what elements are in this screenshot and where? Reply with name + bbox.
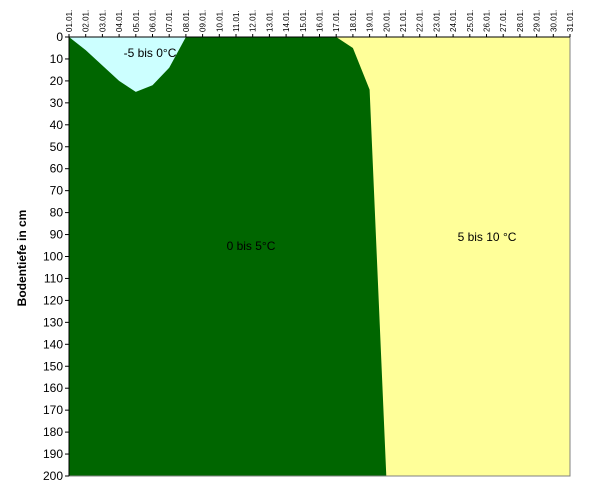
x-tick-label: 07.01. <box>165 10 174 32</box>
x-tick-label: 17.01. <box>332 10 341 32</box>
y-axis-label: Bodentiefe in cm <box>15 210 29 307</box>
x-tick-label: 18.01. <box>349 10 358 32</box>
area <box>69 37 570 476</box>
x-tick-label: 14.01. <box>282 10 291 32</box>
y-tick-label: 30 <box>50 96 64 110</box>
x-tick-label: 16.01. <box>316 10 325 32</box>
x-tick-label: 03.01. <box>98 10 107 32</box>
x-tick-label: 21.01. <box>399 10 408 32</box>
area-label: -5 bis 0°C <box>124 46 177 60</box>
x-tick-label: 30.01. <box>549 10 558 32</box>
x-tick-label: 05.01. <box>132 10 141 32</box>
area-label: 0 bis 5°C <box>227 239 276 253</box>
x-tick-label: 27.01. <box>499 10 508 32</box>
y-tick-label: 50 <box>50 140 64 154</box>
x-tick-label: 26.01. <box>483 10 492 32</box>
x-tick-label: 02.01. <box>82 10 91 32</box>
x-tick-label: 10.01. <box>215 10 224 32</box>
x-tick-label: 15.01. <box>299 10 308 32</box>
x-tick-label: 31.01. <box>566 10 575 32</box>
y-tick-label: 20 <box>50 74 64 88</box>
x-tick-label: 29.01. <box>533 10 542 32</box>
y-tick-label: 180 <box>43 425 63 439</box>
x-tick-label: 13.01. <box>265 10 274 32</box>
area-label: 5 bis 10 °C <box>458 230 517 244</box>
x-tick-label: 22.01. <box>416 10 425 32</box>
y-tick-label: 0 <box>56 30 63 44</box>
y-tick-label: 110 <box>44 271 63 285</box>
y-tick-label: 80 <box>50 206 64 220</box>
x-tick-label: 19.01. <box>366 10 375 32</box>
y-tick-label: 70 <box>50 184 64 198</box>
y-tick-label: 150 <box>43 359 63 373</box>
y-tick-label: 140 <box>43 337 63 351</box>
x-tick-label: 04.01. <box>115 10 124 32</box>
y-tick-label: 60 <box>50 162 64 176</box>
x-tick-label: 06.01. <box>149 10 158 32</box>
area <box>69 37 186 92</box>
x-tick-label: 25.01. <box>466 10 475 32</box>
y-tick-label: 190 <box>43 447 63 461</box>
y-tick-label: 90 <box>50 228 64 242</box>
y-tick-label: 170 <box>43 403 63 417</box>
x-tick-label: 08.01. <box>182 10 191 32</box>
x-tick-label: 01.01. <box>65 10 74 32</box>
x-tick-label: 12.01. <box>249 10 258 32</box>
y-tick-label: 10 <box>50 52 64 66</box>
x-tick-label: 24.01. <box>449 10 458 32</box>
x-tick-label: 23.01. <box>432 10 441 32</box>
y-tick-label: 200 <box>43 469 63 483</box>
y-tick-label: 130 <box>43 315 63 329</box>
x-tick-label: 09.01. <box>199 10 208 32</box>
y-tick-label: 100 <box>43 250 63 264</box>
y-tick-label: 160 <box>43 381 63 395</box>
x-tick-label: 28.01. <box>516 10 525 32</box>
y-tick-label: 40 <box>50 118 64 132</box>
x-tick-label: 11.01. <box>232 10 241 32</box>
y-tick-label: 120 <box>43 293 63 307</box>
x-tick-label: 20.01. <box>382 10 391 32</box>
